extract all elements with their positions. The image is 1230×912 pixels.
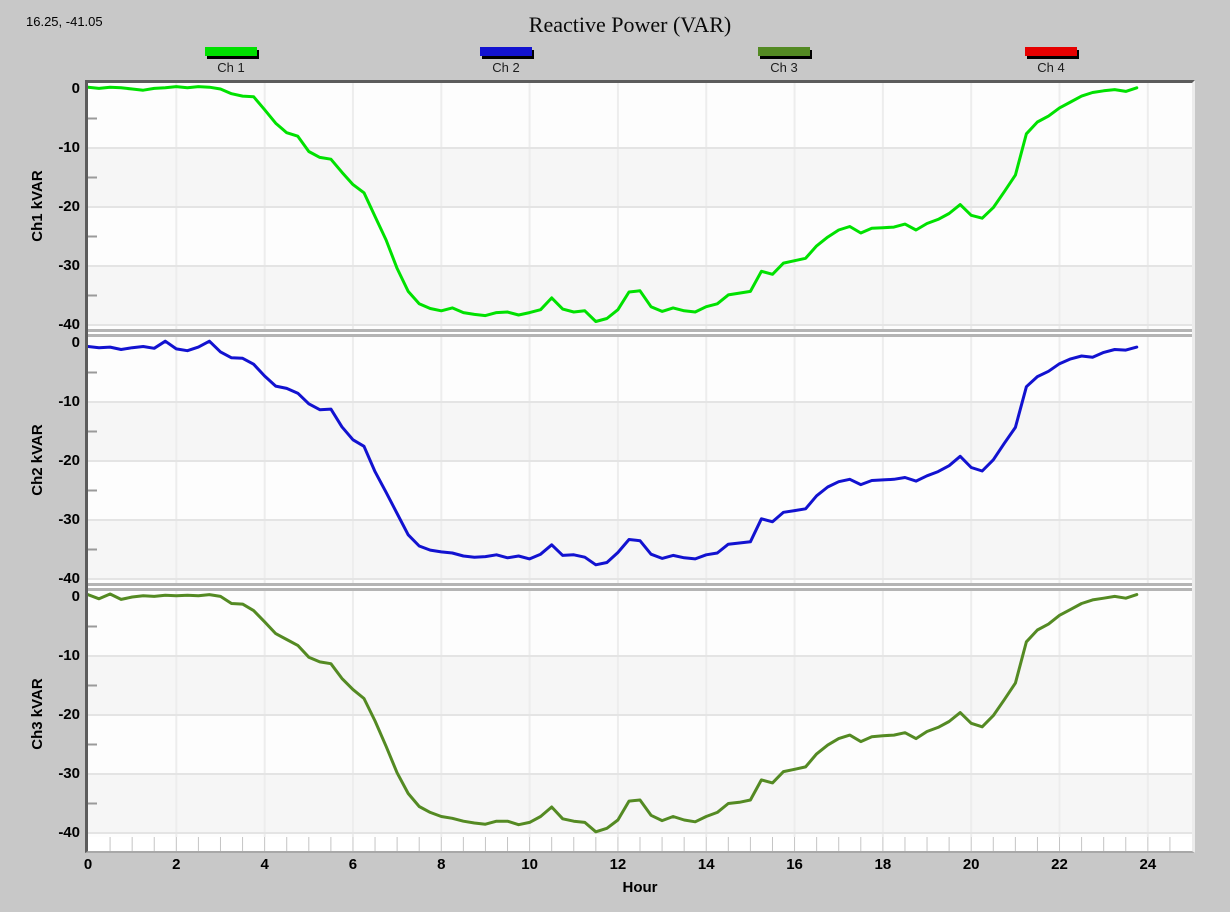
- legend-color-bar-ch1: [205, 47, 257, 56]
- chart-title: Reactive Power (VAR): [528, 12, 732, 37]
- series-line-ch3: [88, 592, 1139, 834]
- x-tick-label: 4: [260, 856, 269, 873]
- legend-item-ch2[interactable]: Ch 2: [466, 47, 546, 75]
- y-tick-label: 0: [71, 334, 80, 351]
- panel-canvas-3: [88, 591, 1192, 837]
- panel-separator: [88, 329, 1192, 337]
- y-tick-label: -10: [58, 139, 80, 156]
- chart-panel-ch1: [88, 83, 1192, 329]
- y-tick-label: -40: [58, 570, 80, 587]
- y-tick-label: -30: [58, 257, 80, 274]
- y-axis-title-3: Ch3 kVAR: [29, 678, 46, 750]
- y-tick-label: 0: [71, 588, 80, 605]
- x-axis-title: Hour: [622, 879, 658, 896]
- y-tick-label: 0: [71, 80, 80, 97]
- x-tick-label: 10: [521, 856, 538, 873]
- x-tick-label: 0: [83, 856, 93, 873]
- x-tick-label: 18: [874, 856, 892, 873]
- chart-panel-ch2: [88, 337, 1192, 583]
- x-axis-tick-strip: [88, 837, 1192, 851]
- y-tick-label: -40: [58, 316, 80, 333]
- y-tick-label: -20: [58, 706, 80, 723]
- x-tick-label: 2: [172, 856, 181, 873]
- y-tick-label: -40: [58, 824, 80, 841]
- x-tick-label: 12: [609, 856, 627, 873]
- y-tick-label: -20: [58, 452, 80, 469]
- legend-color-bar-ch3: [758, 47, 810, 56]
- legend-item-ch4[interactable]: Ch 4: [1011, 47, 1091, 75]
- x-tick-label: 14: [697, 856, 715, 873]
- y-tick-label: -10: [58, 393, 80, 410]
- panel-canvas-2: [88, 337, 1192, 583]
- y-tick-label: -30: [58, 511, 80, 528]
- panel-separator: [88, 583, 1192, 591]
- legend-item-label: Ch 1: [217, 60, 245, 75]
- x-tick-label: 6: [348, 856, 358, 873]
- y-axis-title-1: Ch1 kVAR: [29, 170, 46, 242]
- legend-item-label: Ch 4: [1037, 60, 1065, 75]
- series-line-ch2: [88, 339, 1139, 567]
- x-tick-label: 16: [786, 856, 803, 873]
- legend-item-label: Ch 2: [492, 60, 520, 75]
- y-tick-label: -10: [58, 647, 80, 664]
- legend-color-bar-ch2: [480, 47, 532, 56]
- x-tick-label: 22: [1051, 856, 1068, 873]
- legend-item-ch1[interactable]: Ch 1: [191, 47, 271, 75]
- legend-item-label: Ch 3: [770, 60, 798, 75]
- y-tick-label: -20: [58, 198, 80, 215]
- chart-panel-ch3: [88, 591, 1192, 837]
- plot-area[interactable]: [85, 80, 1195, 853]
- panel-canvas-1: [88, 83, 1192, 329]
- legend-color-bar-ch4: [1025, 47, 1077, 56]
- x-tick-label: 24: [1139, 856, 1157, 873]
- cursor-coordinates-readout: 16.25, -41.05: [26, 14, 103, 29]
- legend-item-ch3[interactable]: Ch 3: [744, 47, 824, 75]
- y-tick-label: -30: [58, 765, 80, 782]
- y-axis-title-2: Ch2 kVAR: [29, 424, 46, 496]
- x-tick-label: 20: [962, 856, 980, 873]
- series-line-ch1: [88, 85, 1139, 323]
- x-tick-label: 8: [437, 856, 446, 873]
